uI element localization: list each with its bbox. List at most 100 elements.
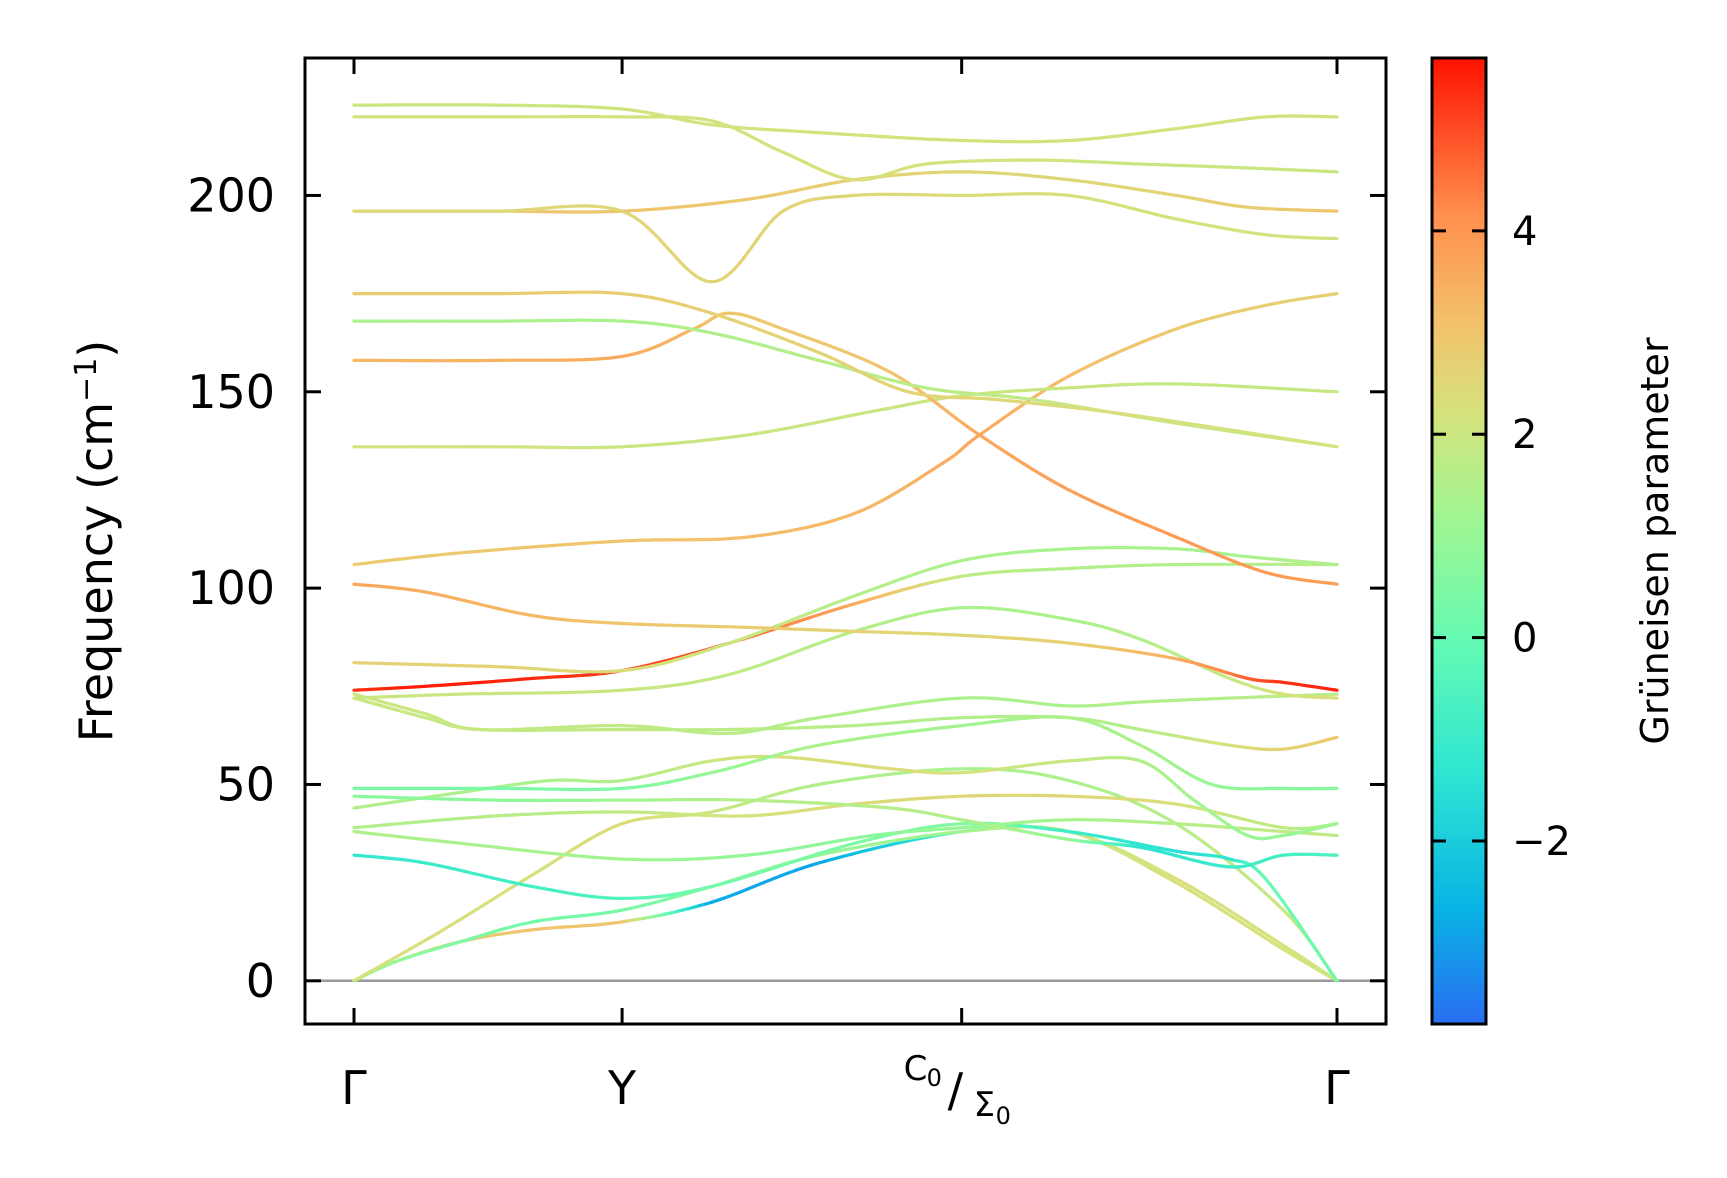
band-segment [496,547,511,552]
band-segment [791,800,805,805]
band-segment [560,852,575,858]
band-segment [477,843,491,848]
band-segment [1237,384,1254,389]
band-segment [868,706,882,712]
band-segment [528,849,543,854]
band-segment [467,815,481,820]
y-tick-label: 50 [216,757,275,811]
band-segment [571,853,585,859]
band-segment [601,539,615,544]
band-segment [879,839,892,845]
x-tick-label-c0-sub: 0 [927,1064,942,1092]
y-tick-label: 150 [187,365,275,419]
band-band-22 [352,114,1339,182]
band-segment [1261,386,1277,390]
band-segment [416,819,430,824]
band-band-14 [352,545,1339,674]
band-band-5 [352,818,1339,862]
band-segment [591,540,605,545]
band-segment [770,863,784,871]
y-axis-label-sup: −1 [69,358,104,402]
band-segment [801,800,815,805]
x-tick-label-c0: C [904,1049,928,1089]
band-segment [538,543,553,549]
band-segment [799,854,813,861]
band-segment [447,816,461,822]
band-segment [571,541,585,546]
x-tick-label-sigma0: Σ [974,1085,995,1125]
plot-frame [303,56,1388,1026]
band-segment [581,854,596,859]
band-segment [549,543,564,548]
band-band-13 [352,562,1339,692]
band-segment [528,544,543,549]
band-segment [869,845,883,851]
band-segment [436,817,451,822]
band-segment [538,850,553,855]
band-segment [406,820,420,825]
x-tick-label: Γ [341,1061,367,1115]
band-segment [517,848,532,853]
band-segment [1333,822,1339,826]
band-segment [879,843,892,849]
band-segment [898,839,911,845]
band-segment [517,545,532,550]
band-segment [496,845,511,851]
colorbar-tick-label: 0 [1512,616,1537,662]
band-segment [560,542,575,547]
band-segment [888,841,902,847]
band-segment [1330,444,1339,449]
band-segment [877,704,891,710]
band-band-12 [352,605,1339,700]
band-band-15 [352,582,1339,692]
band-band-2 [352,825,1339,983]
band-segment [549,851,564,857]
band-segment [1214,383,1230,388]
band-segment [426,818,440,823]
band-segment [507,546,521,551]
band-band-24 [352,192,1339,284]
band-band-20 [352,290,1339,449]
x-tick-label-sigma0-sub: 0 [996,1102,1011,1130]
x-tick-label: Y [607,1061,637,1115]
x-tick-label-slash: / [948,1063,964,1117]
band-segment [1226,384,1242,388]
band-segment [887,703,901,709]
band-segment [1249,385,1265,390]
band-segment [751,869,765,877]
band-band-23 [352,103,1339,144]
band-segment [1295,387,1309,392]
band-segment [789,857,803,864]
band-segment [1333,735,1339,740]
colorbar-tick-label: −2 [1512,819,1571,865]
y-axis-label: Frequency (cm−1) [69,340,123,743]
colorbar-tick-label: 4 [1512,209,1537,255]
band-segment [535,726,549,731]
band-segment [860,847,873,854]
band-segment [507,846,521,852]
band-segment [780,860,794,868]
band-band-17 [352,382,1339,450]
band-segment [808,851,822,858]
colorbar: 4 2 0 −2 Grüneisen parameter [1430,56,1677,1026]
y-tick-label: 100 [187,561,275,615]
band-segment [555,725,569,730]
band-segment [897,701,910,707]
band-segment [810,801,824,806]
band-band-7 [352,754,1339,841]
band-segment [1273,386,1288,391]
colorbar-label: Grüneisen parameter [1633,337,1677,745]
band-band-18 [352,311,1339,586]
band-segment [487,844,501,850]
y-tick-label: 0 [246,954,275,1008]
colorbar-tick-label: 2 [1512,412,1537,458]
band-segment [477,548,491,553]
band-segment [761,866,774,874]
band-band-8 [352,794,1339,869]
band-segment [487,548,501,553]
y-axis-label-close: ) [69,340,123,358]
band-segment [1284,387,1299,392]
band-segment [1332,975,1339,983]
